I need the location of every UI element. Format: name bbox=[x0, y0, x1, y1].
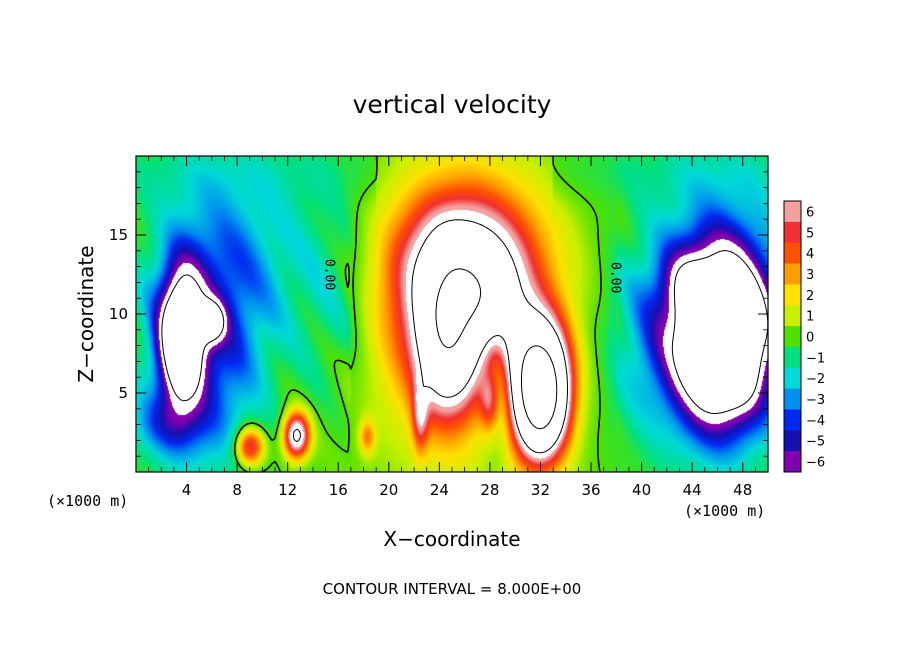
y-axis-label: Z−coordinate bbox=[74, 245, 98, 382]
x-tick-label-4: 20 bbox=[379, 481, 398, 499]
contour-positive-8 bbox=[293, 219, 568, 454]
colorbar-swatch-4 bbox=[784, 284, 801, 306]
x-unit-label-left: (×1000 m) bbox=[47, 492, 128, 510]
colorbar-label-0: 6 bbox=[806, 205, 814, 220]
colorbar-swatch-2 bbox=[784, 242, 801, 264]
colorbar-label-5: 1 bbox=[806, 310, 814, 325]
colorbar-swatch-6 bbox=[784, 326, 801, 348]
colorbar-swatch-10 bbox=[784, 409, 801, 431]
colorbar-frame bbox=[783, 200, 802, 473]
x-tick-label-9: 40 bbox=[632, 481, 651, 499]
x-tick-label-6: 28 bbox=[480, 481, 499, 499]
y-tick-label-2: 15 bbox=[109, 226, 128, 244]
colorbar-swatch-8 bbox=[784, 367, 801, 389]
contour-zero bbox=[233, 155, 602, 473]
contour-interval-note: CONTOUR INTERVAL = 8.000E+00 bbox=[323, 580, 582, 598]
colorbar-swatch-1 bbox=[784, 221, 801, 243]
velocity-field bbox=[136, 156, 768, 472]
colorbar-label-7: −1 bbox=[806, 351, 825, 366]
x-tick-label-11: 48 bbox=[733, 481, 752, 499]
colorbar-label-3: 3 bbox=[806, 268, 814, 283]
colorbar-label-11: −5 bbox=[806, 435, 825, 450]
chart-title: vertical velocity bbox=[353, 90, 552, 119]
colorbar-label-8: −2 bbox=[806, 372, 825, 387]
x-tick-label-1: 8 bbox=[232, 481, 242, 499]
colorbar-label-10: −4 bbox=[806, 414, 825, 429]
contour-label-0: 0.00 bbox=[322, 259, 337, 290]
x-tick-label-7: 32 bbox=[531, 481, 550, 499]
x-tick-label-10: 44 bbox=[683, 481, 702, 499]
y-tick-label-1: 10 bbox=[109, 305, 128, 323]
colorbar-label-9: −3 bbox=[806, 393, 825, 408]
colorbar-label-1: 5 bbox=[806, 226, 814, 241]
colorbar-swatch-3 bbox=[784, 263, 801, 285]
colorbar-label-6: 0 bbox=[806, 331, 814, 346]
x-tick-label-3: 16 bbox=[329, 481, 348, 499]
contour-positive-16 bbox=[435, 268, 558, 430]
contour-negative-8 bbox=[161, 250, 769, 414]
x-tick-label-2: 12 bbox=[278, 481, 297, 499]
contour-lines: 0.00 0.00 bbox=[161, 155, 769, 473]
colorbar-label-4: 2 bbox=[806, 289, 814, 304]
colorbar-swatch-12 bbox=[784, 451, 801, 473]
x-unit-label-right: (×1000 m) bbox=[684, 502, 765, 520]
x-axis-label: X−coordinate bbox=[383, 527, 520, 551]
colorbar-label-12: −6 bbox=[806, 456, 825, 471]
x-tick-label-5: 24 bbox=[430, 481, 449, 499]
colorbar-swatch-5 bbox=[784, 305, 801, 327]
colorbar-swatch-0 bbox=[784, 201, 801, 223]
colorbar-swatch-11 bbox=[784, 430, 801, 452]
x-tick-label-8: 36 bbox=[581, 481, 600, 499]
x-tick-label-0: 4 bbox=[182, 481, 192, 499]
y-tick-label-0: 5 bbox=[118, 384, 128, 402]
contour-label-1: 0.00 bbox=[607, 262, 622, 293]
colorbar-swatch-9 bbox=[784, 388, 801, 410]
colorbar-label-2: 4 bbox=[806, 247, 814, 262]
colorbar-swatch-7 bbox=[784, 346, 801, 369]
colorbar: 6 5 4 3 2 1 0 −1 −2 −3 −4 −5 −6 bbox=[783, 200, 825, 473]
